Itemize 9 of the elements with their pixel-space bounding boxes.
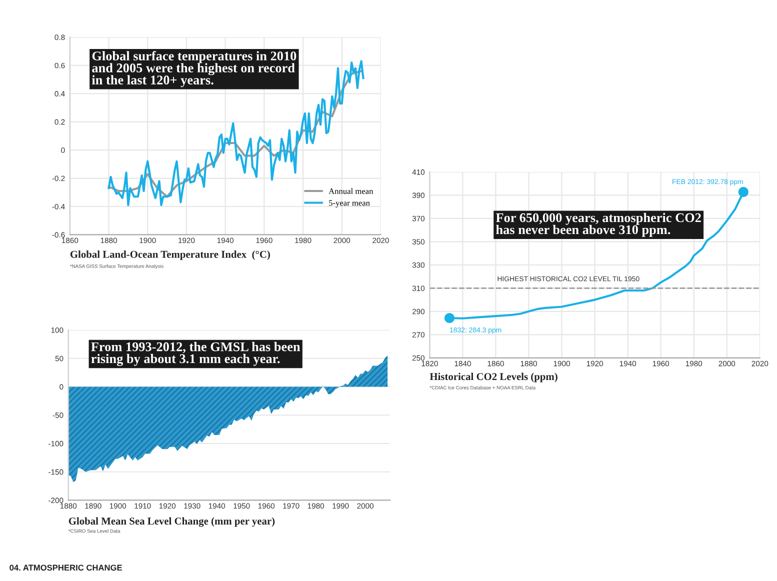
legend-label: Annual mean [328, 188, 374, 194]
text: Historical CO2 Levels (ppm) [430, 372, 558, 382]
text: Global Land-Ocean Temperature Index (°C) [70, 250, 270, 260]
text: Global Mean Sea Level Change (mm per year) [68, 517, 275, 527]
annotation: Global surface temperatures in 2010 and 2005 were the highest on record in the last 120+ years. [92, 51, 296, 88]
legend-label: 5-year mean [329, 200, 370, 208]
annotation: From 1993-2012, the GMSL has been rising by about 3.1 mm each year. [91, 342, 300, 366]
annotation: For 650,000 years, atmospheric CO2 has never been above 310 ppm. [496, 212, 701, 237]
text: 04. ATMOSPHERIC CHANGE [10, 564, 122, 571]
